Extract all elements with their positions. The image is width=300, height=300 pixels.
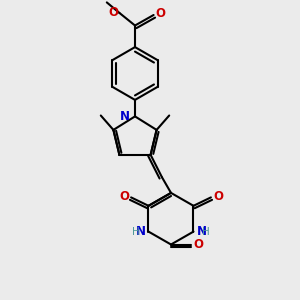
Text: H: H — [132, 226, 140, 237]
Text: O: O — [194, 238, 203, 251]
Text: N: N — [136, 225, 146, 238]
Text: O: O — [156, 7, 166, 20]
Text: N: N — [120, 110, 130, 123]
Text: H: H — [202, 226, 210, 237]
Text: O: O — [108, 5, 118, 19]
Text: O: O — [213, 190, 223, 203]
Text: O: O — [119, 190, 129, 203]
Text: N: N — [196, 225, 206, 238]
